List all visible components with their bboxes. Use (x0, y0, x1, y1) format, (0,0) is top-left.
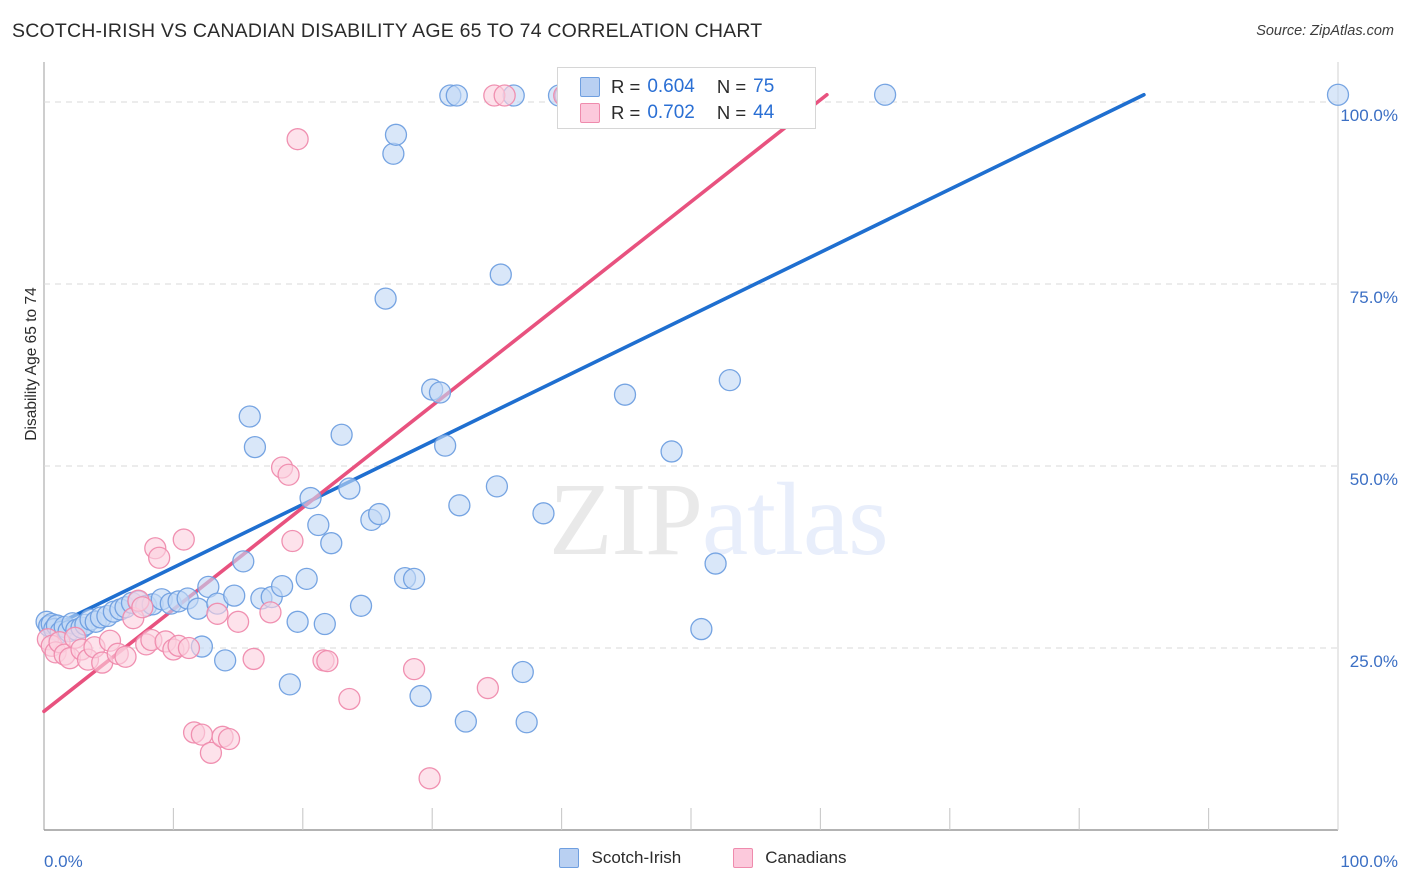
data-point (433, 434, 457, 457)
data-point (330, 423, 353, 446)
data-point (148, 546, 171, 569)
data-point (217, 727, 241, 751)
stats-n-value-1: 44 (753, 101, 775, 123)
data-point (384, 123, 408, 146)
data-point (114, 645, 137, 668)
data-point (242, 647, 265, 671)
data-point (418, 767, 441, 790)
data-point (243, 435, 267, 459)
data-point (281, 529, 304, 553)
data-point (223, 584, 246, 607)
data-point (1326, 83, 1350, 106)
data-point (295, 567, 318, 591)
data-point (232, 550, 255, 573)
data-point (613, 383, 637, 406)
stats-r-value-1: 0.702 (647, 101, 695, 123)
series-canadians (36, 84, 576, 790)
data-point (873, 83, 897, 106)
data-point (485, 475, 509, 498)
data-point (690, 617, 713, 641)
data-point (718, 368, 741, 392)
data-point (338, 477, 361, 500)
data-point (278, 673, 302, 696)
data-point (382, 142, 405, 165)
legend-label-canadians: Canadians (765, 848, 847, 867)
data-point (214, 649, 237, 672)
data-point (349, 594, 373, 617)
data-point (199, 741, 223, 764)
data-point (367, 502, 391, 526)
trendline-canadians (42, 92, 829, 714)
data-point (259, 601, 282, 624)
legend-item-canadians[interactable]: Canadians (733, 848, 847, 868)
data-point (186, 597, 210, 620)
legend-swatch-scotch-irish (559, 848, 580, 868)
stats-row-scotch-irish: R = 0.604 N = 75 (580, 73, 774, 100)
stats-r-label-1: R = (611, 101, 641, 123)
stats-swatch-scotch-irish (580, 76, 600, 97)
data-point (532, 502, 555, 525)
page-title: SCOTCH-IRISH VS CANADIAN DISABILITY AGE … (12, 20, 763, 42)
data-point (226, 610, 250, 633)
plot-area: ZIPatlas (35, 62, 1350, 831)
data-point (374, 287, 397, 310)
data-point (515, 711, 538, 734)
stats-n-label-1: N = (716, 101, 747, 123)
data-point (206, 602, 229, 625)
stats-n-value-0: 75 (753, 75, 775, 97)
y-tick-label-2: 75.0% (1349, 288, 1398, 308)
data-point (338, 687, 361, 711)
data-point (320, 532, 343, 555)
data-point (277, 463, 300, 486)
correlation-stats-box: R = 0.604 N = 75 R = 0.702 N = 44 (557, 67, 816, 129)
stats-r-value-0: 0.604 (647, 75, 695, 97)
data-point (177, 636, 201, 660)
chart-legend: Scotch-Irish Canadians (0, 848, 1406, 868)
data-point (428, 381, 452, 404)
legend-item-scotch-irish[interactable]: Scotch-Irish (559, 848, 681, 868)
data-point (454, 710, 477, 733)
x-tick-label-min: 0.0% (44, 852, 83, 871)
stats-r-label-0: R = (611, 75, 641, 97)
trendline-scotch-irish (42, 92, 1146, 633)
data-point (402, 567, 426, 591)
data-point (307, 513, 330, 537)
data-point (704, 552, 727, 575)
data-point (131, 596, 154, 619)
stats-n-label-0: N = (716, 75, 747, 97)
data-point (270, 574, 294, 598)
data-point (316, 649, 339, 673)
legend-label-scotch-irish: Scotch-Irish (591, 848, 682, 867)
data-point (476, 676, 499, 700)
scatter-svg (35, 62, 1350, 831)
y-axis-title: Disability Age 65 to 74 (23, 287, 40, 441)
data-point (660, 440, 683, 463)
y-tick-label-3: 100.0% (1340, 106, 1398, 126)
data-point (313, 612, 336, 636)
y-tick-label-1: 50.0% (1349, 470, 1398, 490)
data-point (445, 84, 468, 107)
data-point (299, 486, 322, 510)
stats-swatch-canadians (580, 102, 600, 123)
data-point (172, 528, 195, 551)
source-attribution: Source: ZipAtlas.com (1256, 23, 1394, 39)
data-point (489, 263, 512, 286)
data-point (286, 128, 309, 151)
stats-row-canadians: R = 0.702 N = 44 (580, 99, 774, 126)
data-point (238, 405, 261, 428)
data-point (286, 610, 309, 633)
series-scotch-irish (35, 83, 1350, 734)
data-point (409, 684, 432, 708)
data-point (402, 657, 426, 681)
data-point (448, 494, 471, 517)
data-point (511, 660, 534, 684)
y-tick-label-0: 25.0% (1349, 652, 1398, 671)
legend-swatch-canadians (733, 848, 754, 868)
x-tick-label-max: 100.0% (1340, 852, 1398, 871)
data-point (493, 84, 516, 107)
